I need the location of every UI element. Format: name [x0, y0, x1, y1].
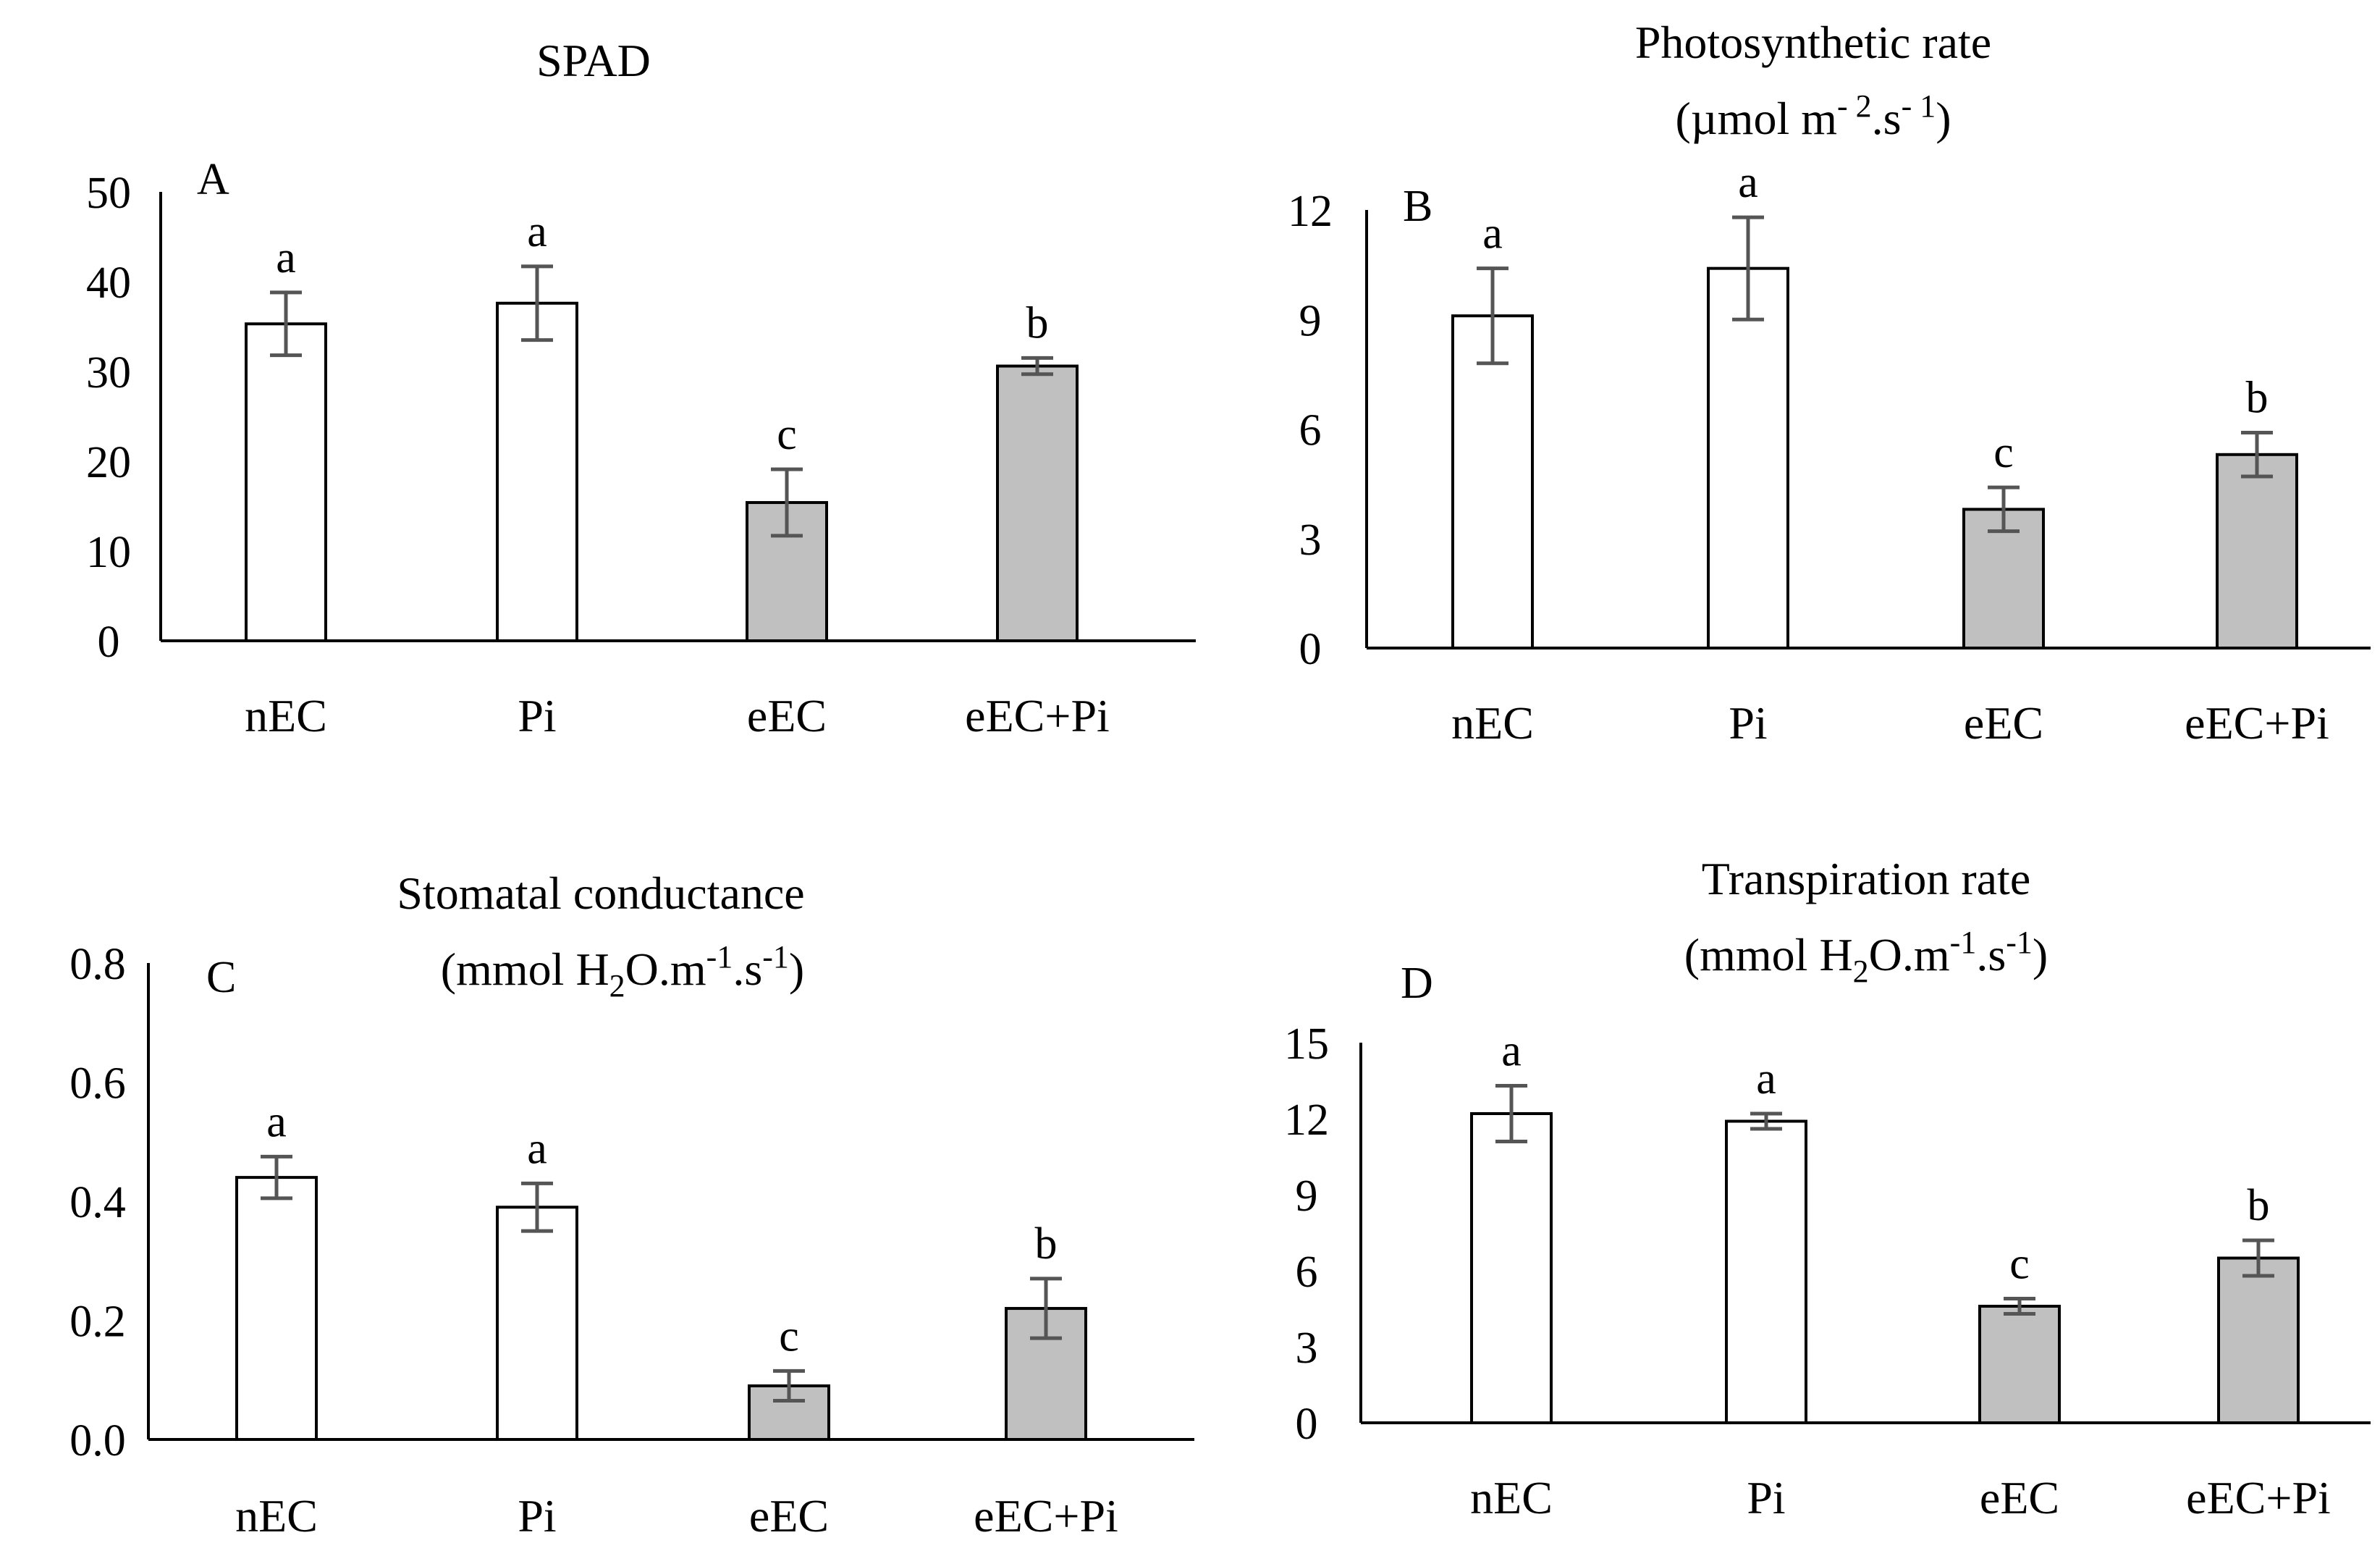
panel-b-title-line1: Photosynthetic rate [1635, 17, 1991, 68]
y-tick-label: 0.4 [69, 1178, 126, 1227]
significance-letter: a [527, 1124, 547, 1173]
significance-letter: b [2246, 374, 2269, 423]
bar-eec-plus-pi [996, 364, 1079, 642]
significance-letter: a [1482, 209, 1503, 258]
panel-b-plot: 0 3 6 9 12 a nEC a Pi c eEC b eEC+Pi [1288, 158, 2371, 749]
bar-nec [245, 322, 327, 642]
panel-d-title-line2: (mmol H2O.m-1.s-1) [1684, 925, 2048, 989]
significance-letter: b [1035, 1219, 1058, 1269]
panel-b-label: B [1403, 182, 1432, 231]
y-tick-label: 0.2 [69, 1298, 126, 1347]
significance-letter: c [2009, 1240, 2030, 1289]
category-label: eEC [747, 690, 827, 741]
y-tick-label: 0.6 [69, 1059, 126, 1109]
category-label: Pi [518, 690, 556, 741]
category-label: eEC+Pi [2186, 1472, 2331, 1523]
bar-eec-plus-pi [2217, 1256, 2300, 1424]
y-tick-label: 40 [86, 258, 131, 308]
significance-letter: a [266, 1097, 287, 1146]
y-tick-label: 0.8 [69, 940, 126, 989]
y-tick-label: 6 [1296, 1248, 1318, 1297]
chart-panel-c: Stomatal conductance (mmol H2O.m-1.s-1) … [69, 867, 1194, 1542]
panel-c-label: C [206, 953, 236, 1002]
significance-letter: b [2248, 1181, 2270, 1230]
category-label: eEC+Pi [965, 690, 1110, 741]
bar-eec-plus-pi [1005, 1307, 1087, 1442]
panel-c-title-line2: (mmol H2O.m-1.s-1) [441, 939, 804, 1004]
bar-pi [1725, 1119, 1807, 1424]
bar-eec-plus-pi [2216, 453, 2298, 650]
y-tick-label: 3 [1299, 516, 1322, 565]
category-label: Pi [1729, 697, 1767, 749]
category-label: Pi [1747, 1472, 1785, 1523]
panel-c-title-line1: Stomatal conductance [397, 867, 804, 919]
panel-c-plot: 0.0 0.2 0.4 0.6 0.8 a nEC a Pi c eEC b eEC+Pi [69, 940, 1194, 1542]
y-tick-label: 0.0 [69, 1416, 126, 1466]
y-tick-label: 20 [86, 438, 131, 487]
bar-pi [496, 301, 578, 642]
y-tick-label: 9 [1296, 1172, 1318, 1221]
category-label: eEC+Pi [2185, 697, 2329, 749]
significance-letter: c [777, 410, 797, 459]
y-tick-label: 30 [86, 348, 131, 398]
bar-nec [1451, 314, 1534, 649]
chart-panel-d: Transpiration rate (mmol H2O.m-1.s-1) D … [1284, 853, 2371, 1523]
y-tick-label: 0 [1296, 1400, 1318, 1449]
significance-letter: a [1756, 1054, 1776, 1103]
panel-d-plot: 0 3 6 9 12 15 a nEC a Pi c eEC b eEC+Pi [1284, 1019, 2371, 1523]
y-tick-label: 0 [98, 618, 120, 667]
category-label: eEC [1964, 697, 2043, 749]
category-label: nEC [245, 690, 327, 741]
category-label: eEC [749, 1490, 829, 1542]
bar-nec [1470, 1112, 1553, 1424]
category-label: nEC [235, 1490, 318, 1542]
category-label: eEC+Pi [974, 1490, 1118, 1542]
panel-b-title-line2: (µmol m- 2.s- 1) [1675, 88, 1951, 144]
significance-letter: c [779, 1311, 799, 1361]
panel-a-title: SPAD [536, 35, 651, 86]
category-label: Pi [518, 1490, 556, 1542]
chart-panel-b: Photosynthetic rate (µmol m- 2.s- 1) B 0… [1288, 17, 2371, 749]
bar-pi [1707, 266, 1789, 649]
significance-letter: c [1993, 428, 2014, 477]
bar-nec [235, 1176, 318, 1441]
bar-eec [1978, 1305, 2061, 1424]
significance-letter: a [276, 233, 296, 282]
panel-a-plot: 0 10 20 30 40 50 a nEC a Pi c eEC b eEC+Pi [86, 169, 1196, 741]
y-tick-label: 12 [1288, 187, 1333, 236]
y-tick-label: 10 [86, 528, 131, 577]
panel-d-title-line1: Transpiration rate [1702, 853, 2030, 904]
category-label: nEC [1451, 697, 1534, 749]
bar-pi [496, 1206, 578, 1441]
y-tick-label: 0 [1299, 625, 1322, 674]
y-tick-label: 15 [1284, 1019, 1329, 1069]
y-tick-label: 6 [1299, 406, 1322, 455]
category-label: nEC [1470, 1472, 1553, 1523]
chart-panel-a: SPAD A 0 10 20 30 40 50 a nEC a Pi c eEC b eEC+Pi [86, 35, 1196, 741]
panel-a-label: A [197, 155, 229, 204]
y-tick-label: 50 [86, 169, 131, 218]
significance-letter: b [1026, 298, 1049, 348]
y-tick-label: 12 [1284, 1096, 1329, 1145]
y-tick-label: 9 [1299, 296, 1322, 345]
category-label: eEC [1980, 1472, 2059, 1523]
panel-d-label: D [1401, 959, 1433, 1008]
significance-letter: a [1501, 1027, 1522, 1076]
significance-letter: a [527, 207, 547, 256]
significance-letter: a [1738, 158, 1758, 207]
y-tick-label: 3 [1296, 1324, 1318, 1373]
